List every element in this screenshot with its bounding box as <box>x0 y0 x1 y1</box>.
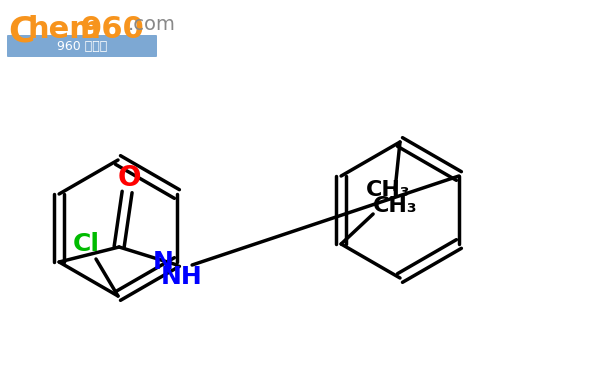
Text: CH₃: CH₃ <box>373 196 417 216</box>
Text: hem: hem <box>28 15 102 44</box>
Text: CH₃: CH₃ <box>366 180 410 200</box>
Text: .com: .com <box>128 15 176 34</box>
Text: Cl: Cl <box>73 232 99 256</box>
Text: 960: 960 <box>80 15 144 44</box>
Text: C: C <box>8 15 34 49</box>
FancyBboxPatch shape <box>7 35 157 57</box>
Text: 960 化工网: 960 化工网 <box>57 39 107 53</box>
Text: N: N <box>152 250 173 274</box>
Text: NH: NH <box>162 265 203 289</box>
FancyBboxPatch shape <box>0 0 159 52</box>
Text: O: O <box>117 164 141 192</box>
